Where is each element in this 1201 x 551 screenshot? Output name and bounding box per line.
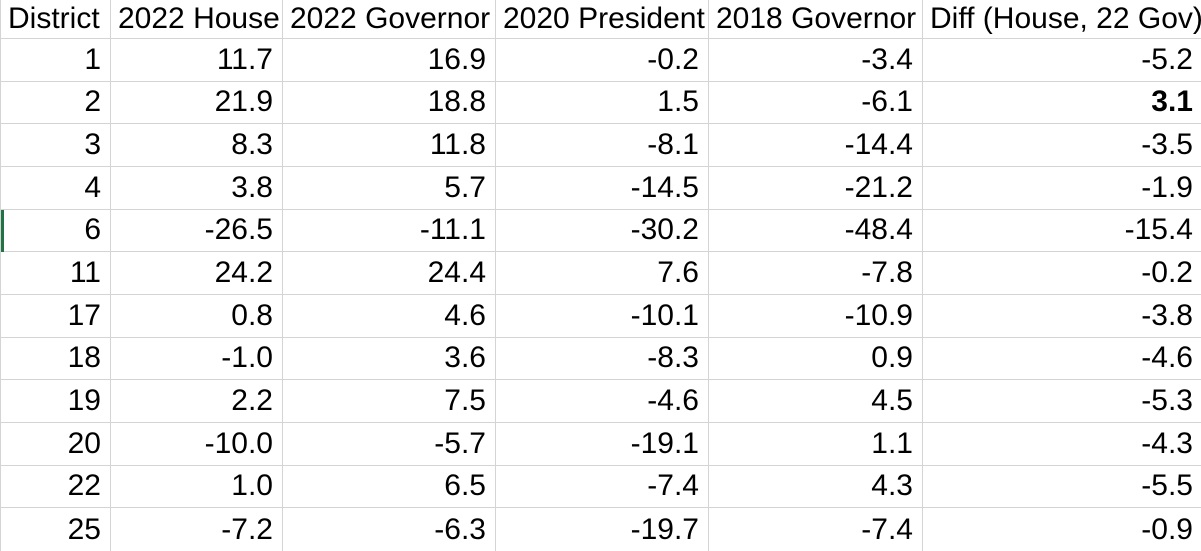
- value-cell[interactable]: 3.1: [923, 82, 1201, 125]
- value-cell[interactable]: -19.1: [496, 422, 709, 466]
- value-cell[interactable]: -10.9: [709, 294, 923, 338]
- value-cell[interactable]: -7.2: [111, 508, 283, 551]
- value-cell[interactable]: -8.3: [496, 337, 709, 381]
- value-cell[interactable]: 6.5: [283, 465, 496, 509]
- value-cell[interactable]: 11.8: [283, 124, 496, 167]
- value-cell[interactable]: 1.5: [496, 81, 709, 125]
- value-cell[interactable]: 7.5: [283, 380, 496, 423]
- value-cell[interactable]: -5.3: [923, 380, 1201, 423]
- value-cell[interactable]: 18.8: [283, 81, 496, 125]
- value-cell[interactable]: -11.1: [283, 209, 496, 253]
- district-cell[interactable]: 1: [1, 39, 111, 82]
- value-cell[interactable]: 8.3: [111, 124, 283, 167]
- district-cell[interactable]: 6: [1, 209, 111, 253]
- value-cell[interactable]: -21.2: [709, 166, 923, 210]
- value-cell[interactable]: -5.2: [923, 39, 1201, 82]
- value-cell[interactable]: 16.9: [283, 39, 496, 82]
- column-header-2020-president[interactable]: 2020 President: [496, 0, 709, 39]
- district-cell[interactable]: 11: [1, 252, 111, 295]
- district-cell[interactable]: 20: [1, 422, 111, 466]
- value-cell[interactable]: 3.6: [283, 337, 496, 381]
- district-cell[interactable]: 4: [1, 166, 111, 210]
- district-cell[interactable]: 3: [1, 124, 111, 167]
- value-cell[interactable]: 3.8: [111, 166, 283, 210]
- column-header-district[interactable]: District: [1, 0, 111, 39]
- value-cell[interactable]: 4.6: [283, 294, 496, 338]
- value-cell[interactable]: 1.1: [709, 422, 923, 466]
- value-cell[interactable]: -48.4: [709, 209, 923, 253]
- value-cell[interactable]: 1.0: [111, 465, 283, 509]
- value-cell[interactable]: 4.3: [709, 465, 923, 509]
- value-cell[interactable]: -3.5: [923, 124, 1201, 167]
- value-cell[interactable]: -1.0: [111, 337, 283, 381]
- district-cell[interactable]: 18: [1, 337, 111, 381]
- value-cell[interactable]: -7.8: [709, 252, 923, 295]
- value-cell[interactable]: -5.5: [923, 466, 1201, 509]
- value-cell[interactable]: -0.9: [1141, 512, 1193, 546]
- value-cell[interactable]: 0.9: [709, 337, 923, 381]
- value-cell[interactable]: -4.3: [923, 423, 1201, 466]
- value-cell[interactable]: 21.9: [111, 81, 283, 125]
- column-header-2022-house[interactable]: 2022 House: [111, 0, 283, 39]
- value-cell[interactable]: -4.6: [923, 338, 1201, 381]
- value-cell[interactable]: 5.7: [283, 166, 496, 210]
- column-header-diff-house-22-gov[interactable]: Diff (House, 22 Gov): [923, 0, 1201, 39]
- value-cell[interactable]: -6.3: [283, 508, 496, 551]
- value-cell[interactable]: -14.4: [709, 124, 923, 167]
- district-cell[interactable]: 19: [1, 380, 111, 423]
- value-cell[interactable]: -4.6: [496, 380, 709, 423]
- value-cell[interactable]: -8.1: [496, 124, 709, 167]
- value-cell[interactable]: -14.5: [496, 166, 709, 210]
- value-cell[interactable]: -6.1: [709, 81, 923, 125]
- district-cell[interactable]: 22: [1, 465, 111, 509]
- value-cell[interactable]: -10.0: [111, 422, 283, 466]
- value-cell[interactable]: -19.7: [496, 508, 709, 551]
- value-cell[interactable]: -0.2: [923, 252, 1201, 295]
- value-cell[interactable]: -26.5: [111, 209, 283, 253]
- value-cell[interactable]: -1.9: [923, 167, 1201, 210]
- column-header-2018-governor[interactable]: 2018 Governor: [709, 0, 923, 39]
- value-cell[interactable]: -0.2: [496, 39, 709, 82]
- district-cell[interactable]: 25: [1, 508, 111, 551]
- value-cell[interactable]: 0.8: [111, 294, 283, 338]
- value-cell[interactable]: -15.4: [923, 210, 1201, 253]
- value-cell[interactable]: -7.4: [496, 465, 709, 509]
- value-cell[interactable]: 7.6: [496, 252, 709, 295]
- value-cell[interactable]: 2.2: [111, 380, 283, 423]
- district-cell[interactable]: 2: [1, 81, 111, 125]
- value-cell[interactable]: -7.4: [709, 508, 923, 551]
- value-cell[interactable]: 24.4: [283, 252, 496, 295]
- value-cell[interactable]: 24.2: [111, 252, 283, 295]
- value-cell[interactable]: -10.1: [496, 294, 709, 338]
- value-cell[interactable]: -3.4: [709, 39, 923, 82]
- value-cell[interactable]: -3.8: [923, 295, 1201, 338]
- value-cell[interactable]: -30.2: [496, 209, 709, 253]
- column-header-2022-governor[interactable]: 2022 Governor: [283, 0, 496, 39]
- value-cell[interactable]: -5.7: [283, 422, 496, 466]
- value-cell[interactable]: 4.5: [709, 380, 923, 423]
- district-cell[interactable]: 17: [1, 294, 111, 338]
- value-cell[interactable]: 11.7: [111, 39, 283, 82]
